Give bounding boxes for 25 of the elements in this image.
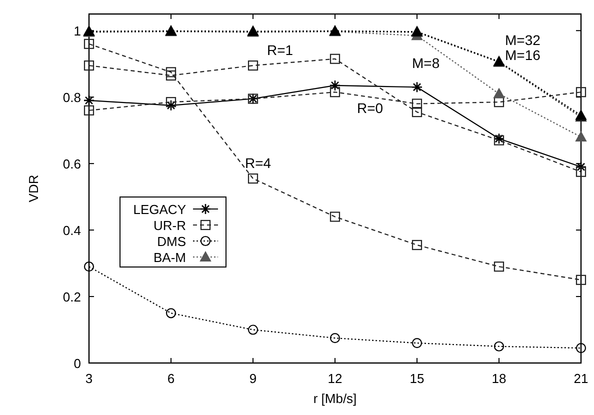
y-axis-title: VDR	[26, 174, 41, 202]
x-tick-label: 9	[249, 371, 257, 386]
x-tick-label: 15	[410, 371, 424, 386]
annotation: M=16	[505, 47, 541, 63]
y-tick-label: 0.2	[62, 290, 81, 305]
x-axis-title: r [Mb/s]	[313, 391, 357, 406]
y-tick-label: 1	[74, 24, 81, 39]
annotation: R=4	[245, 155, 272, 171]
legend-label: LEGACY	[133, 202, 186, 217]
y-tick-label: 0.6	[62, 156, 81, 172]
x-tick-label: 21	[574, 371, 588, 386]
annotation: M=32	[505, 32, 541, 48]
y-tick-label: 0.4	[62, 223, 81, 238]
annotation: R=0	[357, 100, 384, 116]
y-tick-label: 0	[74, 356, 81, 371]
y-tick-label: 0.8	[62, 90, 81, 106]
x-tick-label: 6	[167, 371, 175, 386]
legend-label: BA-M	[154, 250, 186, 265]
x-tick-label: 12	[328, 371, 342, 386]
legend-label: UR-R	[154, 218, 186, 233]
legend-label: DMS	[157, 234, 186, 249]
annotation: M=8	[412, 55, 440, 71]
x-tick-label: 3	[85, 371, 93, 386]
x-tick-label: 18	[492, 371, 506, 386]
annotation: R=1	[267, 42, 294, 58]
